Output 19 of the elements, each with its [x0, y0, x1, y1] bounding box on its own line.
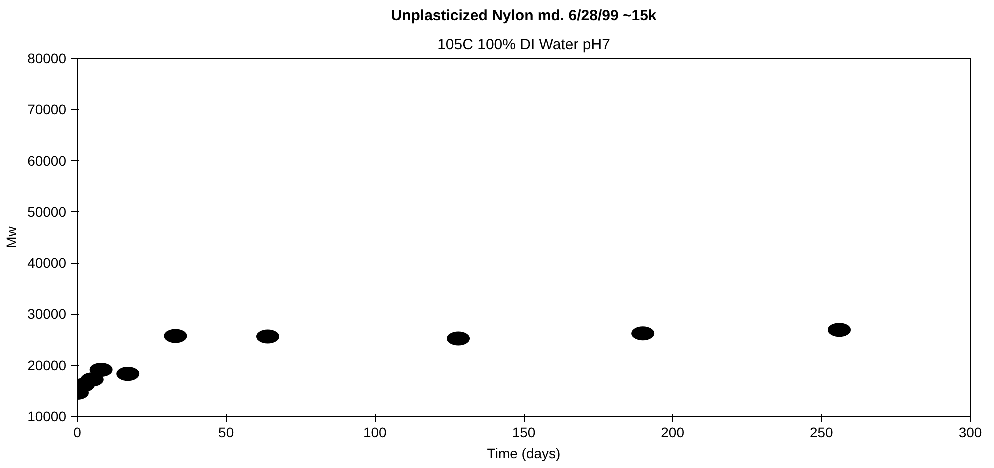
y-axis-title: Mw: [4, 226, 20, 248]
x-tick-label: 0: [74, 424, 82, 440]
y-tick-label: 40000: [28, 255, 67, 272]
x-tick-label: 200: [661, 424, 685, 440]
x-tick-label: 50: [218, 424, 234, 440]
y-tick-label: 60000: [28, 152, 67, 169]
x-tick-label: 150: [512, 424, 536, 440]
chart-title: Unplasticized Nylon md. 6/28/99 ~15k: [391, 8, 658, 24]
x-tick-label: 300: [958, 424, 982, 440]
x-axis-title: Time (days): [487, 446, 561, 462]
y-tick-label: 80000: [28, 50, 67, 66]
y-tick-label: 70000: [28, 102, 67, 118]
y-tick-label: 50000: [28, 204, 67, 220]
y-tick-label: 20000: [28, 357, 67, 374]
y-tick-label: 10000: [28, 408, 67, 424]
x-tick-label: 250: [810, 424, 834, 440]
x-tick-label: 100: [363, 424, 388, 440]
chart-subtitle: 105C 100% DI Water pH7: [438, 36, 610, 54]
y-tick-label: 30000: [28, 306, 67, 322]
